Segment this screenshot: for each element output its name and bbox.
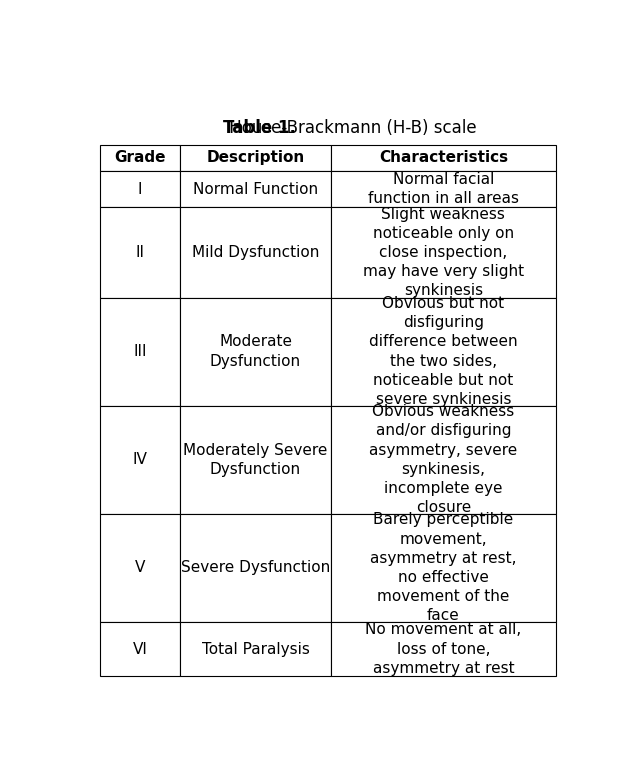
Bar [100, 207, 180, 298]
Text: VI: VI [132, 642, 148, 656]
Text: I: I [138, 182, 142, 197]
Text: Normal Function: Normal Function [193, 182, 318, 197]
Bar [100, 145, 180, 172]
Text: Description: Description [207, 151, 305, 165]
Text: V: V [135, 560, 145, 575]
Text: Obvious weakness
and/or disfiguring
asymmetry, severe
synkinesis,
incomplete eye: Obvious weakness and/or disfiguring asym… [369, 404, 518, 516]
Bar [180, 172, 331, 207]
Bar [331, 622, 556, 676]
Text: IV: IV [132, 452, 148, 467]
Bar [331, 207, 556, 298]
Text: II: II [136, 245, 145, 260]
Text: Severe Dysfunction: Severe Dysfunction [181, 560, 330, 575]
Bar [180, 298, 331, 406]
Text: Slight weakness
noticeable only on
close inspection,
may have very slight
synkin: Slight weakness noticeable only on close… [363, 206, 524, 298]
Text: Table 1.: Table 1. [223, 119, 296, 138]
Text: Grade: Grade [115, 151, 166, 165]
Bar [180, 514, 331, 622]
Bar [100, 406, 180, 514]
Bar [180, 207, 331, 298]
Bar [180, 406, 331, 514]
Bar [180, 145, 331, 172]
Bar [331, 172, 556, 207]
Text: Total Paralysis: Total Paralysis [202, 642, 310, 656]
Text: Characteristics: Characteristics [379, 151, 508, 165]
Text: Mild Dysfunction: Mild Dysfunction [192, 245, 319, 260]
Bar [100, 514, 180, 622]
Bar [331, 145, 556, 172]
Text: III: III [133, 344, 147, 359]
Text: House-Brackmann (H-B) scale: House-Brackmann (H-B) scale [223, 119, 476, 138]
Bar [331, 514, 556, 622]
Bar [331, 406, 556, 514]
Bar [100, 172, 180, 207]
Bar [100, 622, 180, 676]
Bar [100, 298, 180, 406]
Text: Moderately Severe
Dysfunction: Moderately Severe Dysfunction [183, 443, 328, 477]
Text: Obvious but not
disfiguring
difference between
the two sides,
noticeable but not: Obvious but not disfiguring difference b… [369, 296, 518, 407]
Bar [331, 298, 556, 406]
Text: No movement at all,
loss of tone,
asymmetry at rest: No movement at all, loss of tone, asymme… [365, 622, 522, 676]
Text: Normal facial
function in all areas: Normal facial function in all areas [368, 172, 519, 206]
Text: Barely perceptible
movement,
asymmetry at rest,
no effective
movement of the
fac: Barely perceptible movement, asymmetry a… [370, 512, 516, 623]
Text: Moderate
Dysfunction: Moderate Dysfunction [210, 335, 301, 369]
Bar [180, 622, 331, 676]
